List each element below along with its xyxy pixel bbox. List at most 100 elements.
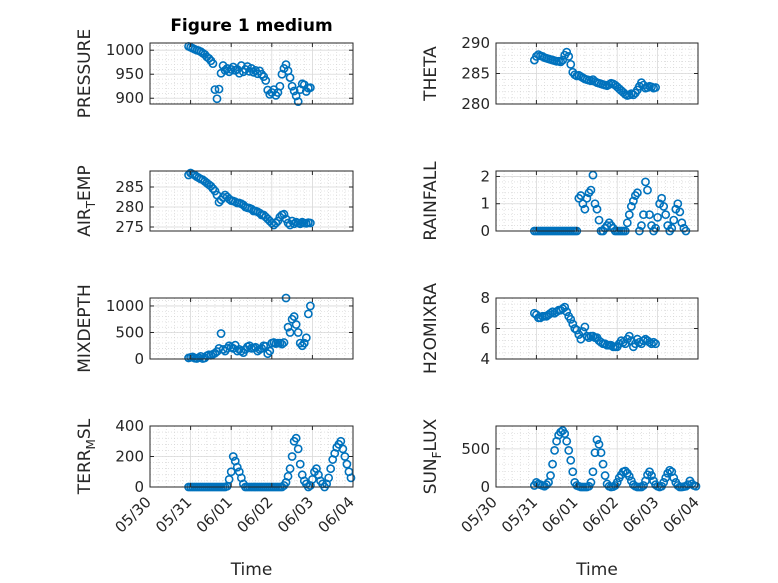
subplot-5: 0 500 1000 MIXDEPTH: [75, 284, 354, 373]
y-tick-label: 280: [115, 198, 144, 216]
subplot-4: 0 1 2 RAINFALL: [421, 161, 699, 241]
data-point: [279, 209, 289, 219]
data-point: [550, 445, 559, 455]
data-point: [594, 439, 604, 449]
data-point: [651, 339, 660, 349]
data-point: [293, 328, 303, 337]
data-point: [626, 202, 636, 211]
data-point: [582, 193, 592, 203]
data-point: [669, 473, 679, 483]
x-tick-label: 05/31: [498, 493, 541, 536]
data-point: [586, 478, 596, 487]
data-point: [669, 215, 679, 225]
data-point: [295, 459, 305, 469]
data-point: [287, 452, 297, 461]
y-axis-label: PRESSURE: [75, 29, 95, 118]
data-point: [196, 351, 206, 361]
data-point: [651, 83, 660, 92]
data-point: [624, 210, 634, 220]
data-point: [285, 464, 295, 474]
y-axis-label: SUNFLUX: [421, 418, 444, 494]
subplot-3: 275 280 285 AIRTEMP: [75, 165, 354, 237]
data-point: [338, 444, 348, 454]
y-tick-label: 1000: [106, 41, 144, 59]
data-point: [289, 219, 299, 229]
data-point: [639, 210, 648, 220]
data-point: [556, 427, 566, 437]
data-point: [301, 333, 311, 343]
data-point: [261, 76, 271, 85]
y-axis-label: AIRTEMP: [75, 165, 98, 236]
y-tick-label: 950: [115, 65, 144, 83]
data-point: [580, 322, 590, 332]
data-point: [291, 320, 301, 329]
data-point: [224, 474, 234, 484]
data-point: [592, 204, 602, 214]
data-point: [305, 83, 315, 93]
data-point: [657, 193, 667, 203]
data-point: [556, 57, 566, 67]
data-point: [564, 445, 574, 455]
y-axis-label-suffix: LUX: [421, 418, 441, 451]
data-point: [624, 471, 634, 481]
data-point: [659, 478, 669, 487]
y-axis-label-main: AIR: [75, 208, 95, 237]
y-tick-label: 500: [461, 440, 490, 458]
data-point: [226, 467, 236, 477]
x-tick-label: 06/01: [193, 493, 236, 536]
data-point: [639, 481, 648, 490]
y-axis-label-main: TERR: [75, 449, 95, 495]
data-point: [566, 59, 576, 69]
y-axis-label-suffix: EMP: [75, 165, 95, 201]
data-point: [590, 448, 600, 458]
x-tick-label: 05/30: [112, 493, 155, 536]
data-point: [208, 184, 218, 193]
plot-area: [150, 171, 353, 231]
data-point: [592, 435, 602, 445]
data-point: [647, 339, 656, 349]
y-tick-label: 0: [134, 478, 144, 496]
data-point: [564, 52, 574, 61]
axes-box: [495, 425, 699, 488]
data-point: [661, 473, 671, 483]
y-axis-label: THETA: [421, 46, 441, 102]
data-point: [220, 65, 230, 75]
data-point: [542, 480, 551, 490]
data-point: [546, 308, 555, 318]
data-point: [588, 467, 598, 477]
data-point: [562, 47, 572, 57]
data-point: [342, 459, 352, 469]
data-point: [651, 223, 660, 233]
y-axis-label: MIXDEPTH: [75, 284, 95, 373]
axes-box: [149, 42, 354, 105]
data-point: [630, 339, 640, 349]
data-point: [271, 218, 281, 228]
data-point: [580, 204, 590, 214]
y-tick-label: 1000: [106, 297, 144, 315]
data-point: [596, 448, 606, 458]
data-point: [226, 65, 236, 74]
axes-box: [149, 170, 354, 232]
y-axis-label-suffix: SL: [75, 418, 95, 439]
y-tick-label: 0: [480, 478, 490, 496]
y-tick-label: 200: [115, 448, 144, 466]
data-point: [257, 69, 267, 79]
x-tick-label: 05/31: [152, 493, 195, 536]
data-point: [641, 177, 650, 187]
chart-title: Figure 1 medium: [170, 16, 332, 36]
y-tick-label: 4: [480, 350, 490, 368]
data-point: [291, 433, 301, 443]
data-point: [558, 55, 568, 65]
x-axis-label: Time: [575, 560, 618, 580]
x-tick-label: 06/04: [315, 493, 358, 536]
data-point: [653, 212, 662, 222]
data-point: [279, 338, 289, 347]
data-point: [582, 331, 592, 341]
x-tick-label: 06/03: [274, 493, 317, 536]
data-point: [594, 215, 604, 225]
data-point: [667, 223, 677, 233]
data-point: [624, 331, 634, 341]
data-point: [275, 81, 285, 91]
y-tick-label: 275: [115, 218, 144, 236]
data-point: [289, 86, 299, 96]
